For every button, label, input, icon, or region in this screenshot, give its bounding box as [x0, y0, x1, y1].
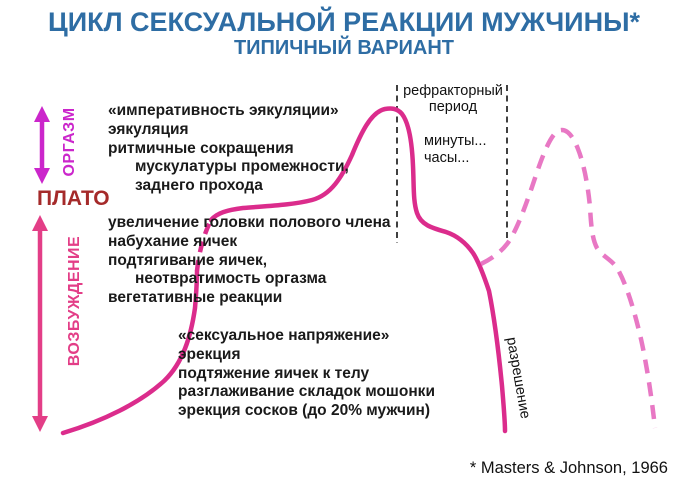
- duration-line: минуты...: [424, 133, 487, 149]
- stage-label-excitement: ВОЗБУЖДЕНИЕ: [66, 235, 83, 367]
- orgasm-range-arrow: [34, 106, 50, 184]
- excitement-arrow-up-head: [32, 215, 48, 231]
- orgasm-arrow-up-head: [34, 106, 50, 122]
- excitement-rise-curve: [60, 268, 200, 436]
- annotation-line: вегетативные реакции: [108, 289, 283, 307]
- citation: * Masters & Johnson, 1966: [469, 459, 668, 477]
- annotation-line: мускулатуры промежности,: [135, 158, 349, 176]
- excitement-rise-dashed-segment: [194, 218, 214, 272]
- stage-label-plateau: ПЛАТО: [37, 187, 110, 210]
- refractory-label-line: период: [428, 98, 478, 115]
- duration-line: часы...: [424, 149, 470, 166]
- annotation-line: эрекция сосков (до 20% мужчин): [178, 402, 431, 420]
- orgasm-annotation-block: «императивность эякуляции» эякуляция рит…: [108, 102, 349, 196]
- annotation-line: ритмичные сокращения: [108, 139, 294, 157]
- excitement-arrow-down-head: [32, 416, 48, 432]
- annotation-line: заднего прохода: [135, 177, 263, 195]
- annotation-line: подтяжение яичек к телу: [178, 364, 370, 382]
- plateau-annotation-block: увеличение головки полового члена набуха…: [108, 214, 391, 308]
- annotation-line: разглаживание складок мошонки: [178, 383, 435, 401]
- annotation-line: подтягивание яичек,: [108, 251, 268, 269]
- annotation-line: набухание яичек: [108, 232, 238, 250]
- stage-label-orgasm: ОРГАЗМ: [61, 107, 78, 177]
- refractory-period-label: рефракторный период: [398, 83, 508, 115]
- excitement-annotation-block: «сексуальное напряжение» эрекция подтяже…: [178, 327, 435, 421]
- annotation-line: неотвратимость оргазма: [135, 270, 327, 288]
- refractory-label-line: рефракторный: [403, 83, 503, 99]
- annotation-line: эрекция: [178, 345, 241, 363]
- refractory-duration-label: минуты... часы...: [424, 133, 486, 166]
- annotation-line: увеличение головки полового члена: [108, 214, 391, 231]
- annotation-line: «императивность эякуляции»: [108, 102, 339, 119]
- excitement-range-arrow: [32, 215, 48, 432]
- plateau-orgasm-resolution-curve: [208, 106, 508, 434]
- annotation-line: «сексуальное напряжение»: [178, 327, 390, 344]
- page-title: ЦИКЛ СЕКСУАЛЬНОЙ РЕАКЦИИ МУЖЧИНЫ*: [47, 7, 641, 37]
- page-subtitle: ТИПИЧНЫЙ ВАРИАНТ: [233, 37, 455, 59]
- annotation-line: эякуляция: [108, 120, 189, 138]
- orgasm-arrow-down-head: [34, 168, 50, 184]
